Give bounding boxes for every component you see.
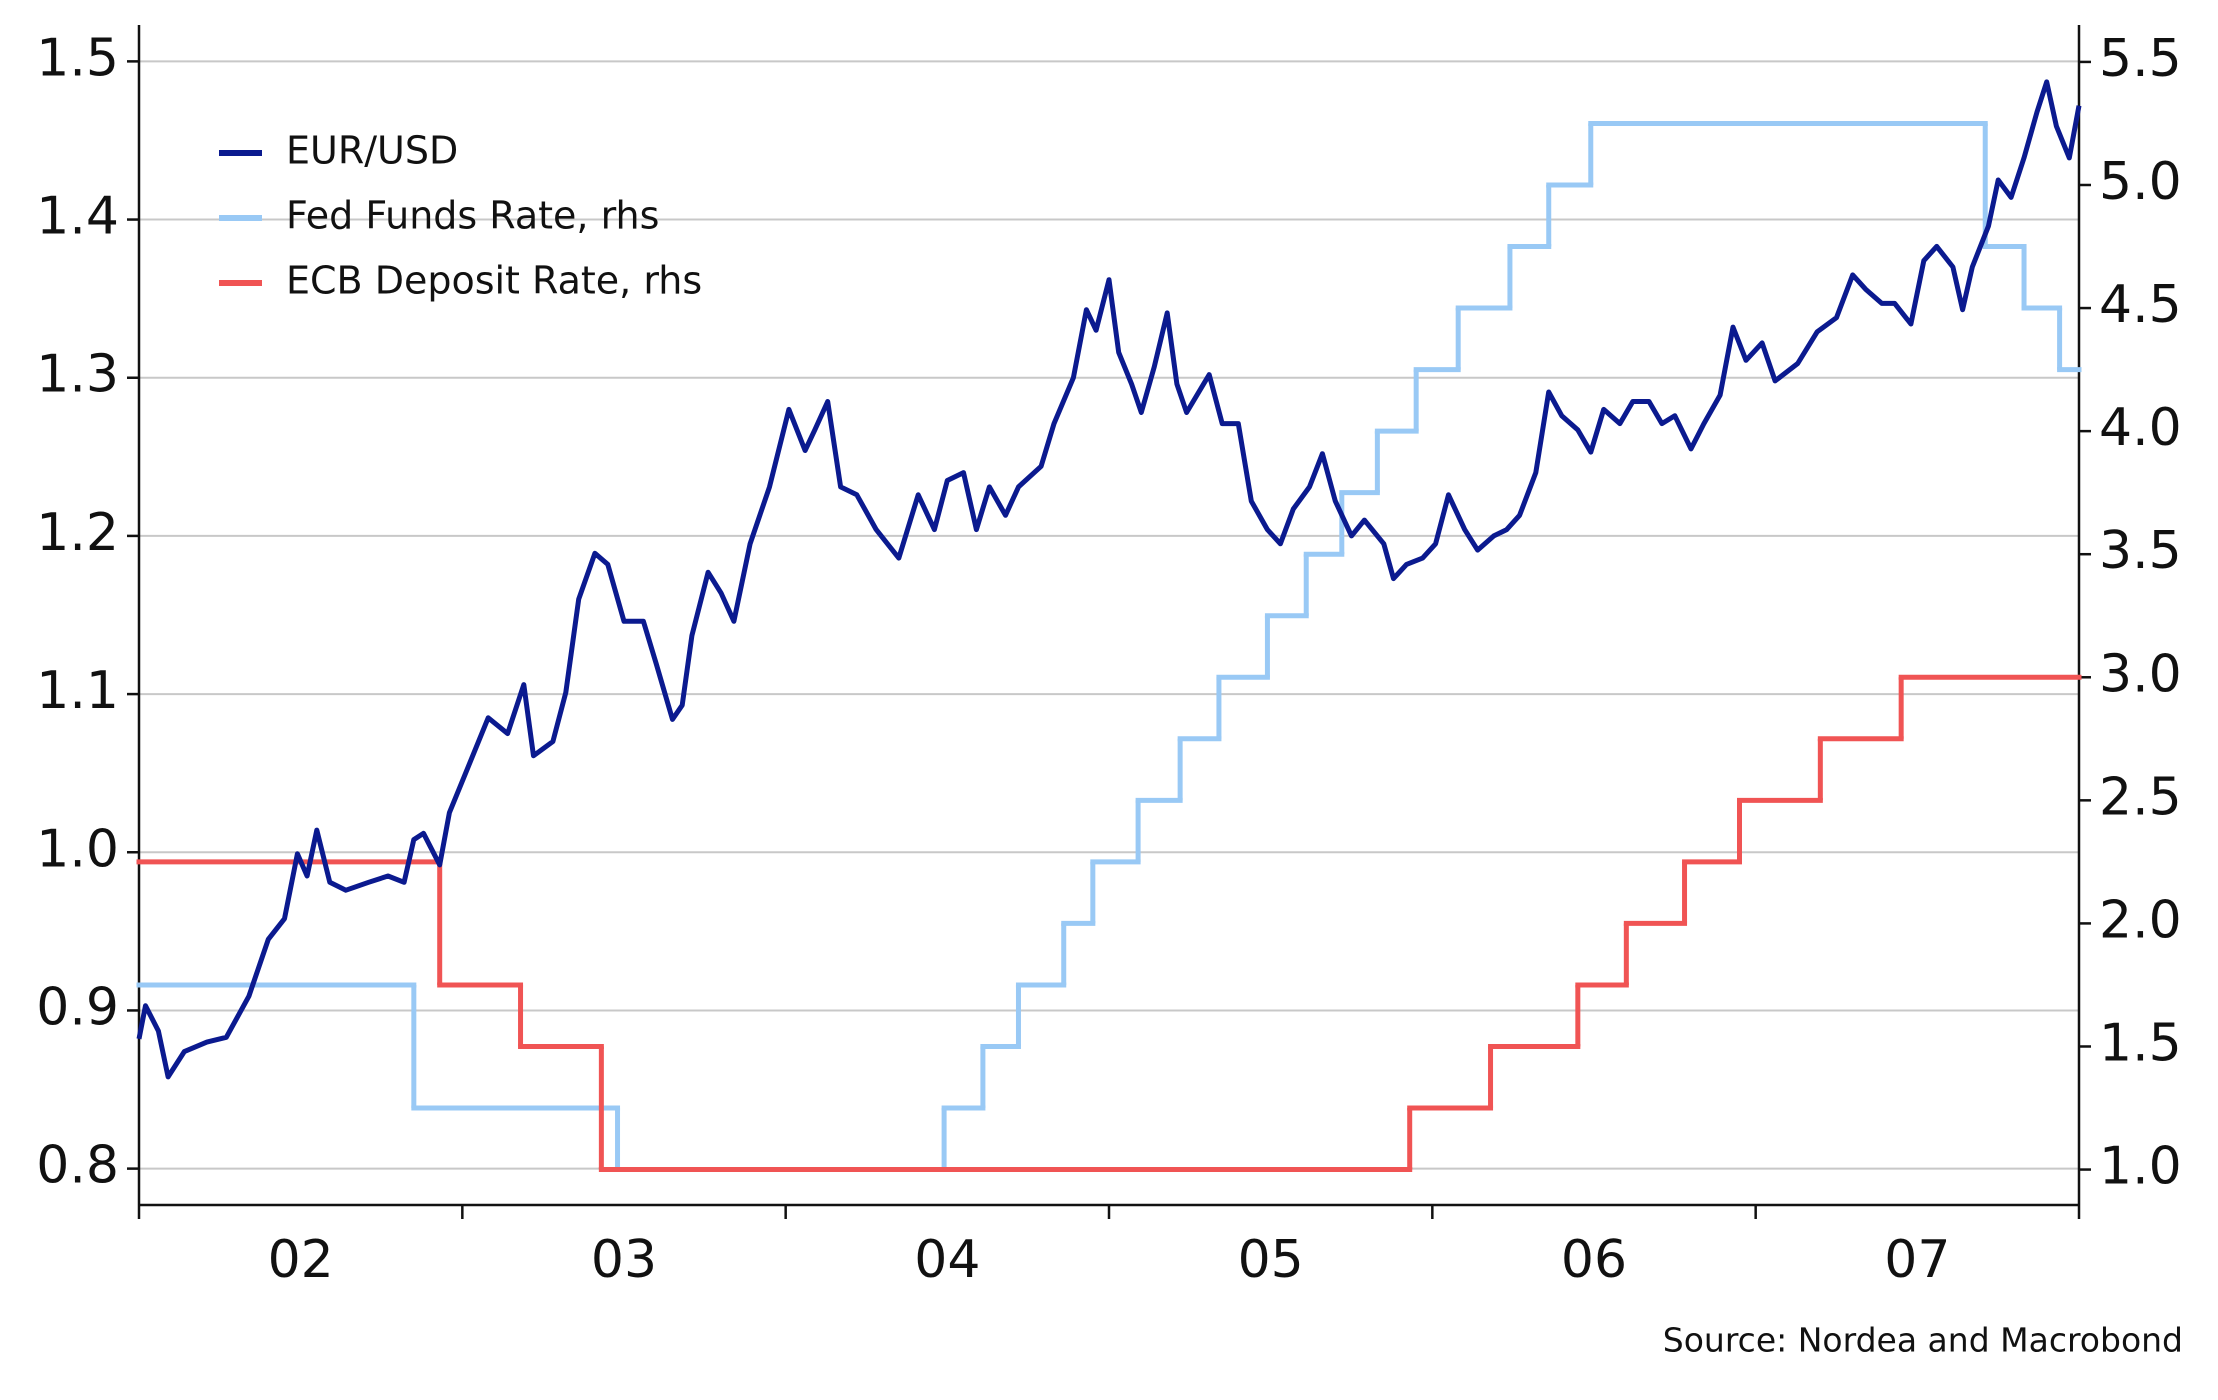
y-tick-label: 0.9 xyxy=(36,977,119,1037)
legend-label: ECB Deposit Rate, rhs xyxy=(286,259,702,303)
y-tick-label: 1.0 xyxy=(36,819,119,879)
y2-tick-label: 2.5 xyxy=(2099,767,2182,827)
y-tick-label: 0.8 xyxy=(36,1136,119,1196)
x-tick-label: 05 xyxy=(1238,1230,1304,1290)
legend-label: Fed Funds Rate, rhs xyxy=(286,194,659,238)
series-line xyxy=(136,79,2082,1080)
y2-tick-label: 1.0 xyxy=(2099,1137,2182,1197)
y-tick-label: 1.3 xyxy=(36,345,119,405)
y2-tick-label: 2.0 xyxy=(2099,890,2182,950)
y-tick-label: 1.1 xyxy=(36,661,119,721)
x-tick-label: 02 xyxy=(268,1230,334,1290)
y2-tick-label: 1.5 xyxy=(2099,1013,2182,1073)
x-tick-label: 06 xyxy=(1561,1230,1627,1290)
legend-label: EUR/USD xyxy=(286,129,458,173)
y2-tick-label: 4.0 xyxy=(2099,398,2182,458)
y2-tick-label: 4.5 xyxy=(2099,275,2182,335)
y2-tick-label: 3.0 xyxy=(2099,644,2182,704)
y2-tick-label: 5.0 xyxy=(2099,152,2182,212)
x-tick-label: 04 xyxy=(914,1230,980,1290)
y2-tick-label: 3.5 xyxy=(2099,521,2182,581)
source-note: Source: Nordea and Macrobond xyxy=(1663,1321,2183,1360)
x-tick-label: 03 xyxy=(591,1230,657,1290)
x-tick-label: 07 xyxy=(1884,1230,1950,1290)
y-tick-label: 1.4 xyxy=(36,187,119,247)
y-tick-label: 1.2 xyxy=(36,503,119,563)
y2-tick-label: 5.5 xyxy=(2099,29,2182,89)
y-tick-label: 1.5 xyxy=(36,28,119,88)
